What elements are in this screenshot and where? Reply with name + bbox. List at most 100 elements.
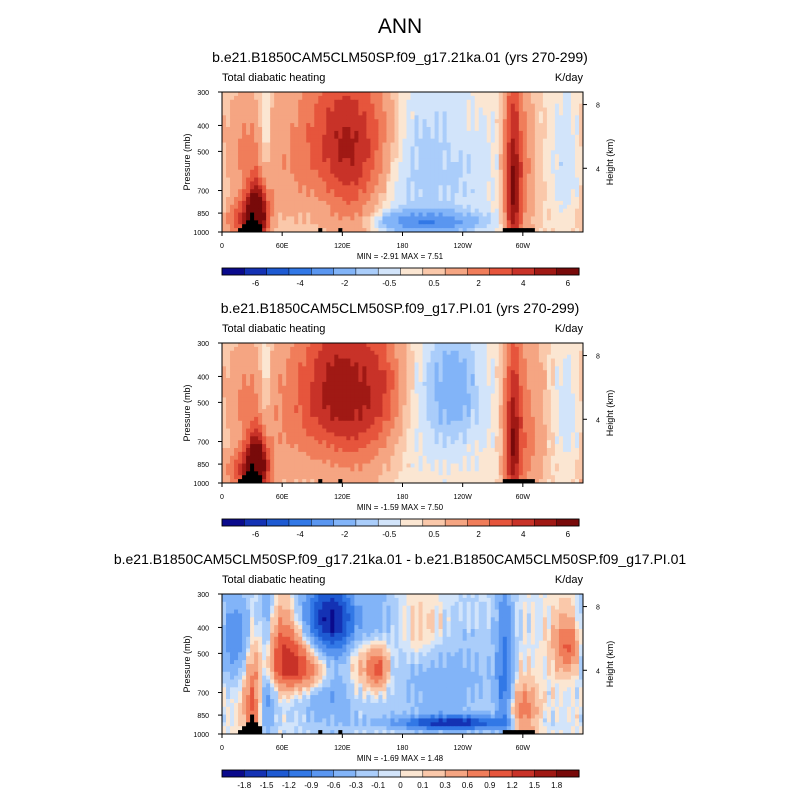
heatmap-cell	[418, 111, 423, 116]
heatmap-cell	[342, 130, 347, 136]
heatmap-cell	[518, 385, 524, 391]
heatmap-cell	[482, 142, 488, 147]
heatmap-cell	[530, 130, 536, 136]
heatmap-cell	[402, 212, 407, 217]
heatmap-cell	[226, 181, 231, 186]
heatmap-cell	[222, 346, 227, 352]
heatmap-cell	[294, 200, 299, 206]
heatmap-cell	[450, 374, 456, 379]
heatmap-cell	[410, 393, 415, 398]
heatmap-cell	[566, 224, 572, 229]
heatmap-cell	[238, 189, 243, 194]
heatmap-cell	[358, 189, 363, 194]
heatmap-cell	[314, 409, 319, 414]
heatmap-cell	[306, 208, 311, 213]
heatmap-cell	[474, 177, 480, 182]
heatmap-cell	[398, 130, 403, 136]
heatmap-cell	[450, 162, 456, 167]
heatmap-cell	[250, 378, 255, 383]
heatmap-cell	[414, 134, 419, 140]
heatmap-cell	[374, 92, 379, 97]
heatmap-cell	[274, 346, 279, 352]
heatmap-cell	[534, 115, 540, 120]
heatmap-cell	[326, 350, 331, 356]
heatmap-cell	[510, 216, 516, 221]
heatmap-cell	[414, 212, 419, 217]
heatmap-cell	[446, 374, 452, 379]
heatmap-cell	[454, 409, 460, 414]
heatmap-cell	[234, 95, 239, 101]
heatmap-cell	[222, 127, 227, 132]
heatmap-cell	[542, 381, 548, 387]
heatmap-cell	[394, 389, 399, 394]
heatmap-cell	[242, 123, 247, 128]
heatmap-cell	[278, 127, 283, 132]
heatmap-cell	[518, 397, 524, 402]
heatmap-cell	[490, 119, 496, 124]
heatmap-cell	[238, 212, 243, 217]
heatmap-cell	[390, 92, 395, 97]
heatmap-cell	[402, 346, 407, 352]
heatmap-cell	[402, 405, 407, 410]
heatmap-cell	[422, 204, 427, 210]
heatmap-cell	[514, 134, 520, 140]
heatmap-cell	[346, 212, 351, 217]
heatmap-cell	[570, 165, 576, 171]
heatmap-cell	[254, 343, 259, 348]
heatmap-cell	[566, 162, 572, 167]
heatmap-cell	[334, 173, 339, 178]
heatmap-cell	[274, 385, 279, 391]
heatmap-cell	[358, 169, 363, 175]
heatmap-cell	[290, 169, 295, 175]
heatmap-cell	[490, 115, 496, 120]
heatmap-cell	[506, 130, 512, 136]
heatmap-cell	[378, 189, 383, 194]
heatmap-cell	[338, 370, 343, 375]
heatmap-cell	[574, 107, 580, 112]
heatmap-cell	[386, 208, 391, 213]
heatmap-cell	[298, 405, 303, 410]
heatmap-cell	[394, 146, 399, 151]
heatmap-cell	[458, 385, 464, 391]
heatmap-cell	[426, 127, 431, 132]
heatmap-cell	[422, 374, 427, 379]
heatmap-cell	[342, 358, 347, 363]
heatmap-cell	[434, 212, 439, 217]
heatmap-cell	[426, 409, 431, 414]
heatmap-cell	[246, 189, 251, 194]
heatmap-cell	[262, 216, 267, 221]
heatmap-cell	[290, 103, 295, 108]
heatmap-cell	[414, 177, 419, 182]
heatmap-cell	[570, 146, 576, 151]
heatmap-cell	[266, 350, 271, 356]
heatmap-cell	[358, 397, 363, 402]
heatmap-cell	[358, 354, 363, 359]
heatmap-cell	[298, 173, 303, 178]
heatmap-cell	[358, 130, 363, 136]
heatmap-cell	[514, 370, 520, 375]
heatmap-cell	[274, 127, 279, 132]
heatmap-cell	[222, 123, 227, 128]
heatmap-cell	[330, 358, 335, 363]
heatmap-cell	[426, 220, 431, 225]
heatmap-cell	[366, 162, 371, 167]
heatmap-cell	[502, 92, 508, 97]
heatmap-cell	[446, 397, 452, 402]
heatmap-cell	[486, 92, 492, 97]
heatmap-cell	[410, 385, 415, 391]
heatmap-cell	[446, 385, 452, 391]
heatmap-cell	[226, 150, 231, 155]
heatmap-cell	[426, 119, 431, 124]
heatmap-cell	[458, 95, 464, 101]
heatmap-cell	[306, 378, 311, 383]
heatmap-cell	[514, 165, 520, 171]
heatmap-cell	[238, 181, 243, 186]
heatmap-cell	[334, 228, 339, 233]
heatmap-cell	[230, 401, 235, 406]
heatmap-cell	[474, 107, 480, 112]
heatmap-cell	[298, 162, 303, 167]
heatmap-cell	[458, 216, 464, 221]
heatmap-cell	[422, 362, 427, 367]
heatmap-cell	[554, 197, 560, 202]
heatmap-cell	[314, 150, 319, 155]
